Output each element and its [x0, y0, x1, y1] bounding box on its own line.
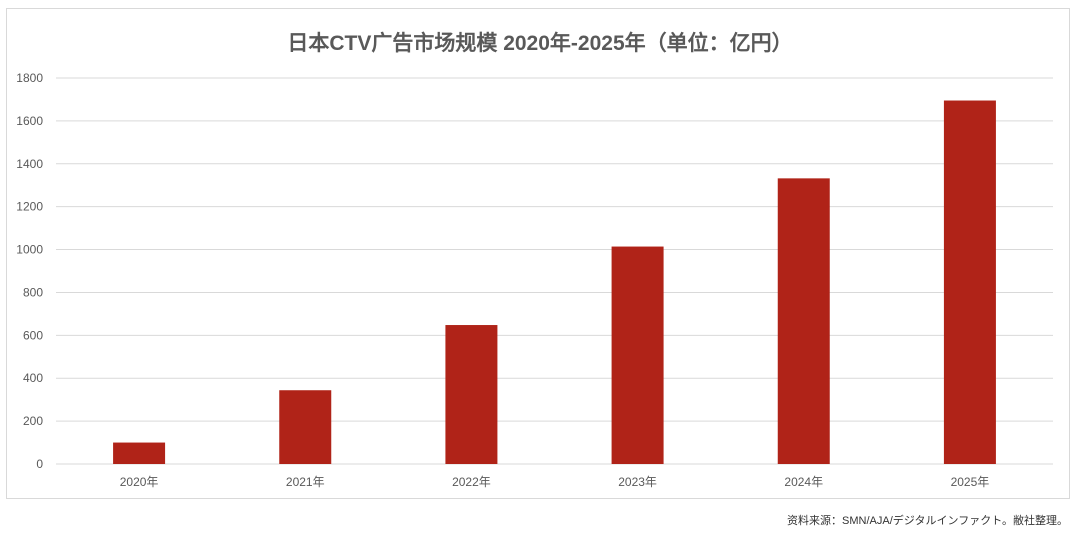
bar	[611, 246, 664, 464]
bar	[777, 178, 830, 465]
chart-title: 日本CTV广告市场规模 2020年-2025年（单位：亿円）	[287, 32, 793, 55]
x-tick-label: 2020年	[120, 475, 159, 489]
chart-frame	[6, 8, 1070, 499]
y-tick-label: 200	[23, 414, 43, 428]
source-note: 资料来源：SMN/AJA/デジタルインファクト。敝社整理。	[787, 515, 1068, 527]
bar	[113, 442, 166, 464]
y-tick-label: 1000	[16, 243, 43, 257]
x-tick-label: 2024年	[784, 475, 823, 489]
y-tick-label: 1400	[16, 157, 43, 171]
y-tick-label: 1200	[16, 200, 43, 214]
y-tick-label: 1600	[16, 114, 43, 128]
bar	[445, 325, 498, 464]
y-tick-label: 1800	[16, 71, 43, 85]
y-tick-label: 600	[23, 328, 43, 342]
x-tick-label: 2022年	[452, 475, 491, 489]
x-tick-label: 2025年	[951, 475, 990, 489]
x-tick-label: 2021年	[286, 475, 325, 489]
x-tick-label: 2023年	[618, 475, 657, 489]
y-tick-label: 400	[23, 371, 43, 385]
bar	[943, 100, 996, 465]
bar	[279, 390, 332, 464]
y-tick-label: 0	[36, 457, 43, 471]
y-tick-label: 800	[23, 285, 43, 299]
